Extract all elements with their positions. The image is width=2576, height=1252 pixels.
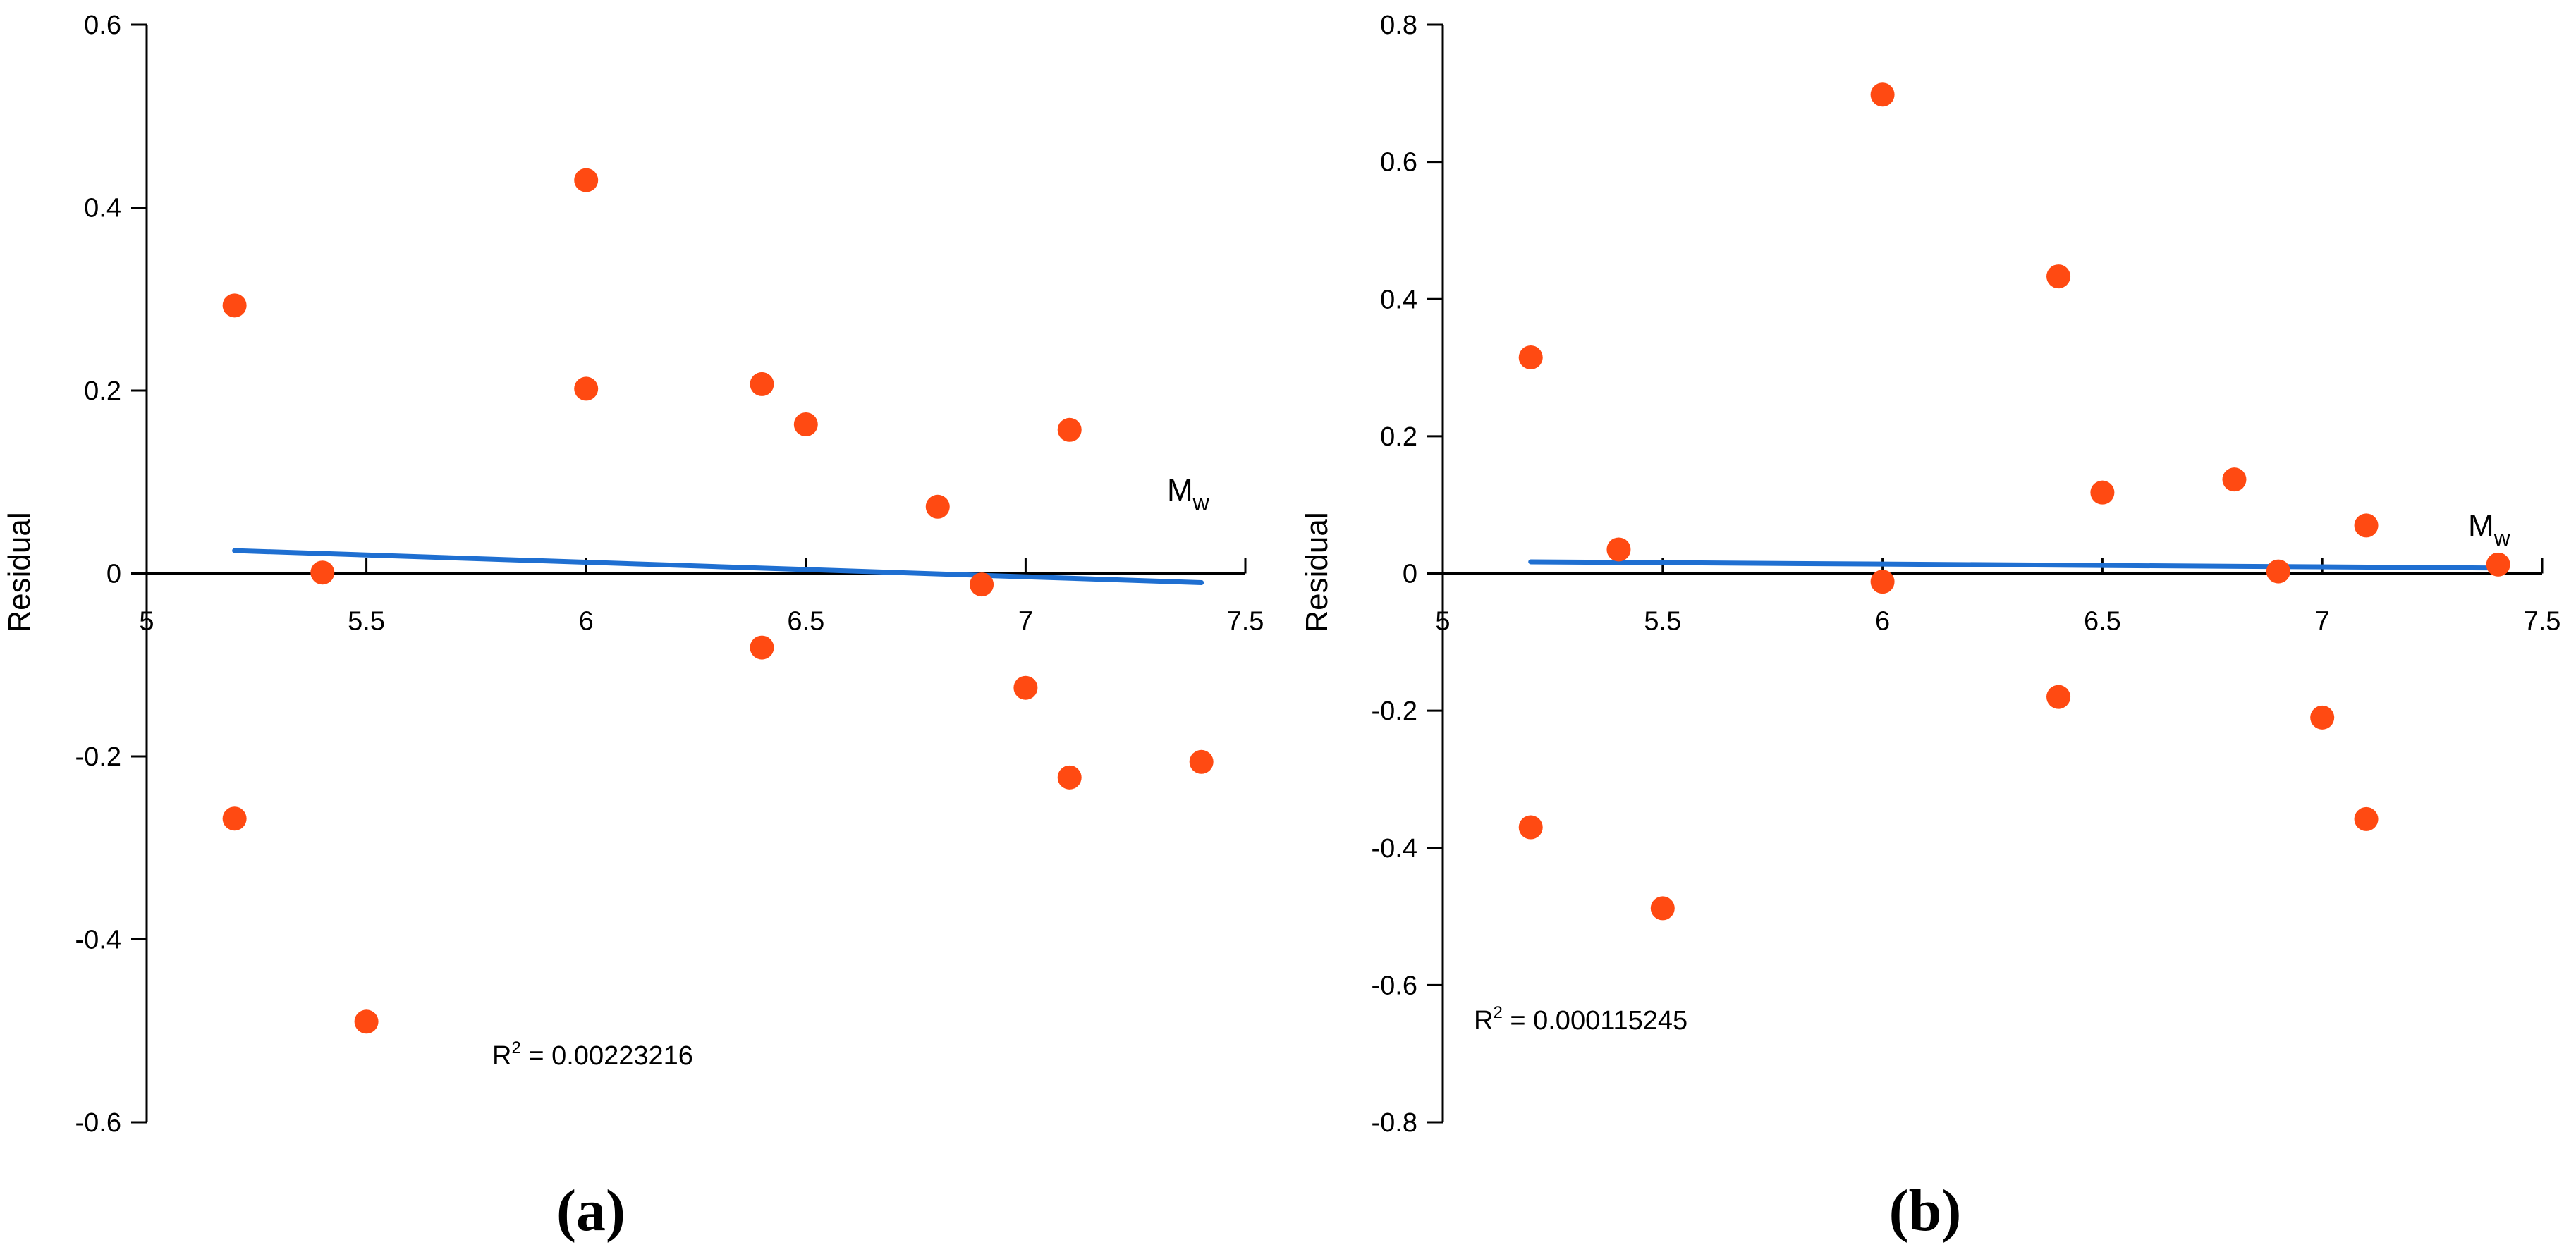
y-tick-label: 0: [1403, 560, 1417, 589]
data-point: [970, 572, 994, 597]
r2-superscript: 2: [1493, 1003, 1502, 1022]
x-annotation-subscript: w: [1192, 490, 1210, 515]
y-tick-label: 0.2: [84, 376, 121, 406]
data-point: [2486, 552, 2510, 577]
x-tick-label: 5: [1435, 607, 1450, 637]
data-point: [1650, 896, 1675, 921]
r-squared-label: R2 = 0.00223216: [492, 1038, 693, 1071]
y-tick-label: -0.4: [1372, 834, 1417, 864]
y-tick-label: -0.6: [75, 1108, 121, 1138]
r2-value: = 0.00223216: [521, 1041, 693, 1071]
y-tick-label: 0.4: [84, 194, 121, 223]
x-tick-label: 7: [1018, 607, 1033, 637]
data-point: [2310, 705, 2335, 730]
data-point: [1057, 417, 1082, 442]
data-point: [1518, 815, 1543, 840]
r2-symbol: R: [1474, 1006, 1493, 1036]
data-point: [2090, 480, 2115, 505]
panel-label: (a): [556, 1178, 625, 1244]
y-tick-label: -0.4: [75, 926, 121, 955]
data-point: [222, 293, 247, 318]
data-point: [2266, 559, 2290, 584]
x-tick-label: 6: [579, 607, 594, 637]
x-tick-label: 6.5: [2084, 607, 2121, 637]
panel-label: (b): [1889, 1178, 1962, 1244]
data-point: [1013, 675, 1038, 700]
data-point: [2222, 467, 2247, 492]
trendline: [1528, 559, 2501, 571]
y-tick-label: 0.4: [1380, 285, 1417, 314]
data-point: [2046, 685, 2071, 709]
data-point: [574, 376, 599, 401]
data-point: [1870, 570, 1895, 594]
x-tick-label: 7: [2315, 607, 2330, 637]
x-tick-label: 5: [139, 607, 154, 637]
data-point: [222, 806, 247, 831]
y-tick-label: -0.2: [1372, 696, 1417, 726]
data-point: [1518, 345, 1543, 369]
x-axis-annotation: Mw: [2468, 508, 2511, 551]
data-point: [1057, 765, 1082, 790]
x-tick-label: 7.5: [2524, 607, 2561, 637]
r-squared-label: R2 = 0.000115245: [1474, 1003, 1687, 1036]
trendline: [232, 548, 1204, 585]
y-tick-label: 0.2: [1380, 422, 1417, 452]
data-point: [925, 494, 950, 519]
y-tick-label: 0.6: [84, 11, 121, 40]
x-tick-label: 5.5: [348, 607, 385, 637]
x-tick-label: 7.5: [1227, 607, 1264, 637]
y-tick-label: 0: [106, 560, 121, 589]
data-point: [2046, 264, 2071, 289]
x-tick-label: 5.5: [1644, 607, 1681, 637]
data-point: [310, 560, 335, 585]
x-annotation-subscript: w: [2493, 525, 2511, 551]
x-annotation-main: M: [2468, 508, 2494, 543]
chart-panel-b: -0.8 -0.6 -0.4 -0.2 0 0.2 0.4 0.6 0.8 5 5.5 6 6.5 7 7.…: [1300, 11, 2560, 1244]
y-tick-label: 0.8: [1380, 11, 1417, 40]
chart-panel-a: -0.6 -0.4 -0.2 0 0.2 0.4 0.6 5 5.5 6 6.5 7 7.5 Residu…: [2, 11, 1264, 1244]
y-tick-label: -0.6: [1372, 971, 1417, 1000]
r2-symbol: R: [492, 1041, 511, 1071]
data-point: [2354, 513, 2379, 538]
data-point: [750, 372, 774, 396]
y-tick-label: 0.6: [1380, 148, 1417, 178]
data-point: [1189, 749, 1214, 774]
x-annotation-main: M: [1167, 473, 1193, 508]
x-tick-label: 6: [1875, 607, 1890, 637]
y-tick-label: -0.8: [1372, 1108, 1417, 1138]
data-point: [1870, 82, 1895, 107]
y-tick-label: -0.2: [75, 742, 121, 772]
r2-superscript: 2: [511, 1038, 520, 1057]
data-point: [354, 1009, 379, 1034]
x-axis-annotation: Mw: [1167, 473, 1210, 515]
y-axis-title: Residual: [2, 512, 37, 632]
r2-value: = 0.000115245: [1503, 1006, 1687, 1036]
data-point: [574, 168, 599, 192]
y-axis-title: Residual: [1300, 512, 1334, 632]
x-tick-label: 6.5: [787, 607, 824, 637]
data-point: [2354, 806, 2379, 831]
data-point: [793, 412, 818, 437]
data-point: [750, 635, 774, 660]
data-point: [1606, 537, 1631, 562]
